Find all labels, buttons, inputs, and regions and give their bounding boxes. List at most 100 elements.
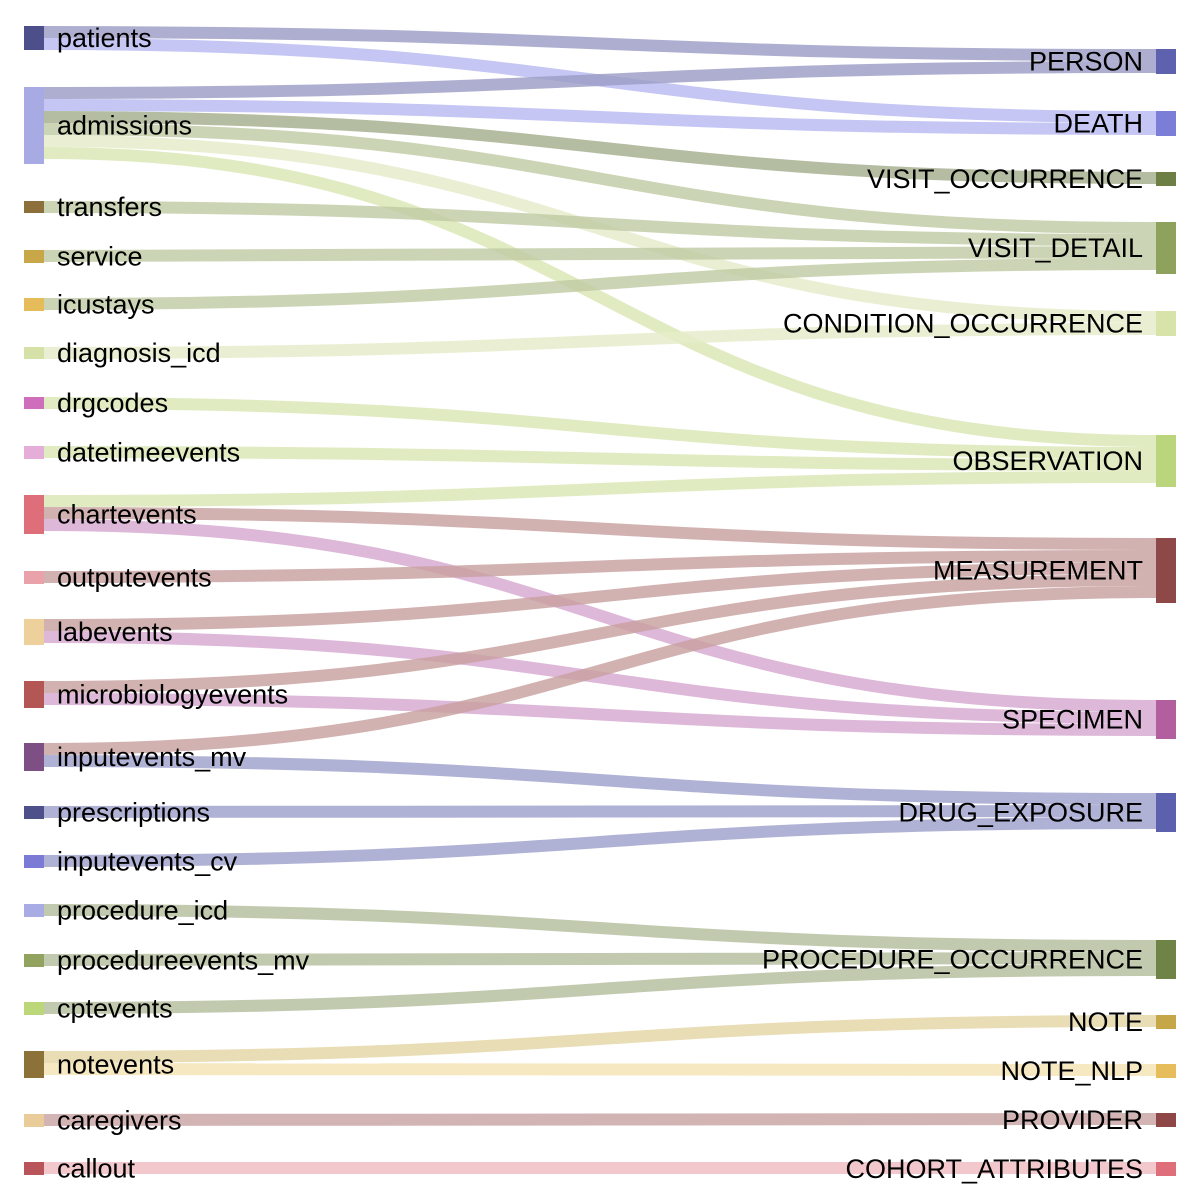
source-label-procedureevents_mv: procedureevents_mv: [57, 946, 310, 976]
source-label-admissions: admissions: [57, 111, 192, 141]
link-chartevents-to-specimen: [43, 519, 1157, 712]
link-caregivers-to-provider: [43, 1113, 1157, 1126]
source-label-drgcodes: drgcodes: [57, 388, 168, 418]
source-node-patients: [24, 26, 44, 50]
source-label-inputevents_cv: inputevents_cv: [57, 847, 238, 877]
labels-layer: patients admissions transfers service icusta…: [57, 23, 1143, 1184]
source-node-chartevents: [24, 495, 44, 534]
source-node-cptevents: [24, 1002, 44, 1015]
source-node-inputevents_cv: [24, 855, 44, 868]
link-microbiologyevents-to-measurement: [43, 574, 1157, 693]
link-chartevents-to-measurement: [43, 507, 1157, 550]
link-admissions-to-visit_detail: [43, 123, 1157, 234]
target-label-measurement: MEASUREMENT: [933, 556, 1143, 586]
source-node-caregivers: [24, 1114, 44, 1127]
target-node-procedure-occurrence: [1156, 940, 1176, 979]
source-node-icustays: [24, 298, 44, 311]
target-label-person: PERSON: [1029, 47, 1143, 77]
link-prescriptions-to-drug_exposure: [43, 805, 1157, 818]
target-node-observation: [1156, 435, 1176, 487]
target-label-note: NOTE: [1068, 1007, 1143, 1037]
source-node-diagnosis_icd: [24, 347, 44, 359]
source-node-service: [24, 250, 44, 263]
source-label-patients: patients: [57, 23, 152, 53]
link-admissions-to-death: [43, 99, 1157, 135]
source-node-outputevents: [24, 571, 44, 584]
link-procedureevents_mv-to-procedure_occurrence: [43, 952, 1157, 966]
source-label-service: service: [57, 242, 143, 272]
source-node-callout: [24, 1162, 44, 1175]
target-label-specimen: SPECIMEN: [1002, 705, 1143, 735]
source-node-notevents: [24, 1051, 44, 1078]
link-transfers-to-visit_detail: [43, 201, 1157, 246]
source-label-chartevents: chartevents: [57, 500, 197, 530]
link-inputevents_mv-to-drug_exposure: [43, 755, 1157, 805]
source-node-admissions: [24, 87, 44, 164]
source-label-cptevents: cptevents: [57, 994, 173, 1024]
link-notevents-to-note_nlp: [43, 1063, 1157, 1076]
source-label-labevents: labevents: [57, 617, 173, 647]
target-label-visit-detail: VISIT_DETAIL: [968, 233, 1143, 263]
source-label-inputevents_mv: inputevents_mv: [57, 742, 247, 772]
source-node-datetimeevents: [24, 446, 44, 459]
source-label-prescriptions: prescriptions: [57, 798, 210, 828]
link-outputevents-to-measurement: [43, 550, 1157, 583]
target-node-person: [1156, 49, 1176, 74]
source-label-callout: callout: [57, 1154, 136, 1184]
target-label-provider: PROVIDER: [1002, 1105, 1143, 1135]
source-label-transfers: transfers: [57, 192, 162, 222]
link-inputevents_cv-to-drug_exposure: [43, 817, 1157, 867]
link-notevents-to-note: [43, 1015, 1157, 1063]
source-label-icustays: icustays: [57, 290, 155, 320]
target-node-provider: [1156, 1113, 1176, 1127]
source-label-procedure_icd: procedure_icd: [57, 896, 228, 926]
source-node-procedure_icd: [24, 904, 44, 917]
link-admissions-to-visit_occurrence: [43, 111, 1157, 184]
links-layer: [43, 26, 1157, 1175]
source-label-datetimeevents: datetimeevents: [57, 438, 240, 468]
link-admissions-to-observation: [43, 147, 1157, 447]
link-labevents-to-measurement: [43, 562, 1157, 631]
target-label-cohort-attributes: COHORT_ATTRIBUTES: [845, 1154, 1143, 1184]
link-inputevents_mv-to-measurement: [43, 586, 1157, 755]
source-node-inputevents_mv: [24, 743, 44, 771]
source-node-prescriptions: [24, 806, 44, 819]
source-label-caregivers: caregivers: [57, 1106, 182, 1136]
nodes-layer: [24, 26, 1176, 1176]
target-node-death: [1156, 111, 1176, 136]
target-label-procedure-occurrence: PROCEDURE_OCCURRENCE: [762, 945, 1143, 975]
link-patients-to-person: [43, 26, 1157, 61]
link-admissions-to-person: [43, 61, 1157, 99]
target-label-drug-exposure: DRUG_EXPOSURE: [898, 798, 1143, 828]
target-node-note: [1156, 1015, 1176, 1029]
source-node-labevents: [24, 619, 44, 645]
source-node-transfers: [24, 201, 44, 213]
target-node-measurement: [1156, 538, 1176, 603]
link-chartevents-to-observation: [43, 471, 1157, 507]
source-label-diagnosis_icd: diagnosis_icd: [57, 338, 221, 368]
target-node-cohort-attributes: [1156, 1162, 1176, 1176]
target-node-note-nlp: [1156, 1064, 1176, 1078]
link-service-to-visit_detail: [43, 246, 1157, 262]
link-diagnosis_icd-to-condition_occurrence: [43, 323, 1157, 359]
source-node-drgcodes: [24, 397, 44, 409]
link-labevents-to-specimen: [43, 631, 1157, 724]
target-node-drug-exposure: [1156, 793, 1176, 832]
source-label-outputevents: outputevents: [57, 563, 212, 593]
target-node-visit-detail: [1156, 222, 1176, 274]
source-node-microbiologyevents: [24, 681, 44, 708]
link-cptevents-to-procedure_occurrence: [43, 964, 1157, 1014]
target-label-death: DEATH: [1053, 109, 1143, 139]
link-datetimeevents-to-observation: [43, 446, 1157, 471]
link-procedure_icd-to-procedure_occurrence: [43, 904, 1157, 952]
source-node-procedureevents_mv: [24, 954, 44, 967]
link-microbiologyevents-to-specimen: [43, 693, 1157, 736]
link-icustays-to-visit_detail: [43, 258, 1157, 310]
target-label-visit-occurrence: VISIT_OCCURRENCE: [867, 164, 1143, 194]
link-drgcodes-to-observation: [43, 397, 1157, 459]
source-label-notevents: notevents: [57, 1050, 174, 1080]
target-node-specimen: [1156, 700, 1176, 739]
target-node-visit-occurrence: [1156, 172, 1176, 186]
source-label-microbiologyevents: microbiologyevents: [57, 680, 288, 710]
